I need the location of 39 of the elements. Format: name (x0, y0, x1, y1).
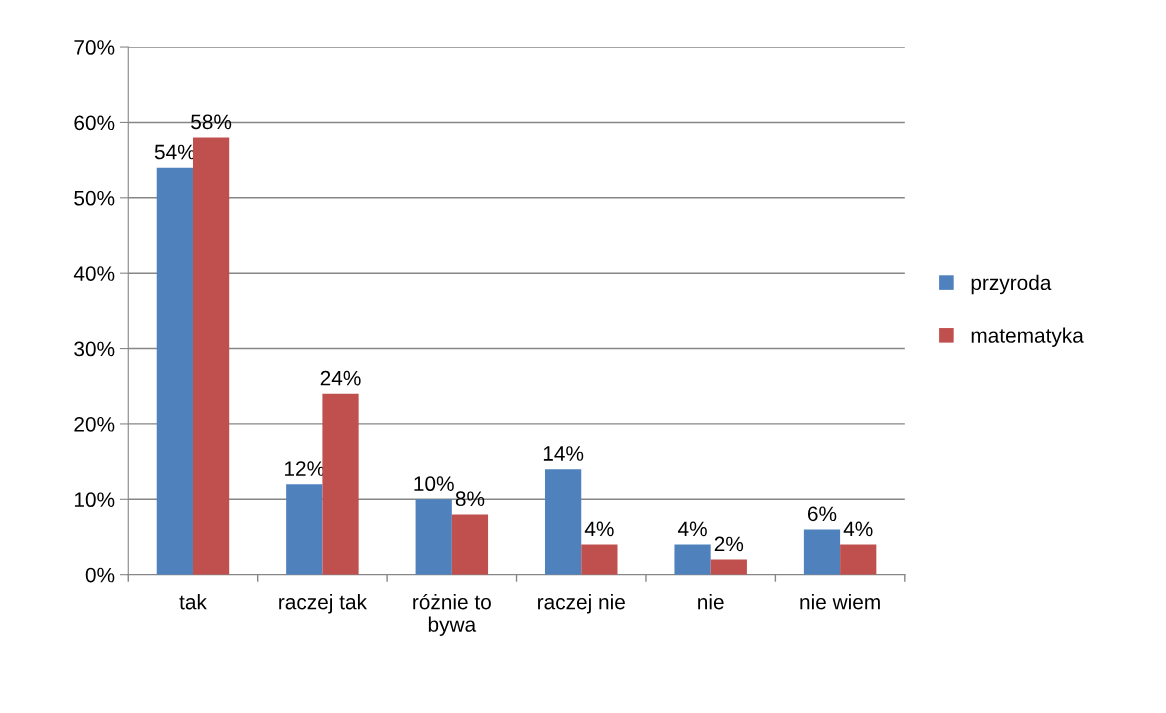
bar (415, 499, 452, 575)
data-label: 14% (543, 446, 584, 461)
data-label: 24% (320, 370, 361, 386)
y-tick-label: 60% (74, 115, 115, 131)
bar (710, 559, 747, 575)
data-label: 4% (584, 521, 614, 537)
bar (581, 544, 618, 575)
bar (322, 393, 359, 575)
bar (192, 137, 230, 575)
bar (545, 469, 582, 575)
bar (451, 514, 489, 575)
y-tick-label: 30% (74, 341, 115, 357)
bar (674, 544, 711, 575)
bar (156, 167, 193, 575)
x-tick-label: nie wiem (800, 594, 880, 610)
data-label: 58% (191, 114, 232, 130)
x-tick-label: różnie to bywa (413, 593, 491, 636)
y-tick-label: 70% (74, 40, 115, 55)
y-tick-label: 50% (74, 190, 115, 206)
x-tick-label: raczej nie (538, 594, 625, 614)
data-label: 2% (714, 536, 744, 552)
y-tick-label: 10% (74, 492, 115, 508)
data-label: 10% (414, 476, 454, 492)
data-label: 4% (677, 521, 707, 537)
legend-label: przyroda (971, 274, 1052, 295)
bar (286, 484, 323, 575)
y-tick-label: 40% (73, 266, 115, 281)
data-label: 6% (807, 506, 837, 522)
y-tick-label: 0% (85, 567, 115, 583)
y-tick-label: 20% (74, 416, 115, 432)
x-tick-label: nie (698, 594, 724, 610)
data-label: 8% (455, 491, 485, 507)
legend-label: matematyka (971, 327, 1084, 347)
bar (840, 544, 877, 575)
x-tick-label: raczej tak (279, 594, 368, 614)
data-label: 12% (285, 461, 325, 476)
data-label: 4% (843, 521, 873, 537)
x-tick-label: tak (179, 594, 207, 610)
bar (803, 529, 841, 575)
